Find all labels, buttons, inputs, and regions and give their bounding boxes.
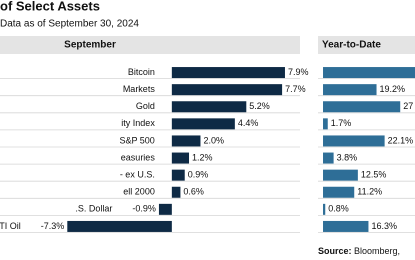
value-label: -7.3% — [41, 221, 65, 231]
value-label: 12.5% — [361, 170, 387, 180]
bar — [171, 67, 285, 79]
value-label: 7.7% — [285, 84, 306, 94]
value-label: 7.9% — [288, 67, 309, 77]
value-label: -0.9% — [132, 204, 156, 214]
panel-header: Year-to-Date — [322, 40, 381, 51]
source-label: Source: — [318, 246, 352, 256]
category-label: easuries — [121, 152, 156, 162]
bar — [171, 101, 247, 113]
source: Source: Bloomberg, — [318, 246, 400, 256]
chart-title: of Select Assets — [0, 0, 100, 13]
value-label: 0.8% — [328, 204, 349, 214]
value-label: 16.3% — [371, 221, 397, 231]
chart-subtitle: Data as of September 30, 2024 — [0, 19, 139, 30]
category-label: Bitcoin — [128, 67, 155, 77]
value-label: 5.2% — [249, 101, 270, 111]
category-label: .S. Dollar — [75, 204, 112, 214]
value-label: 0.9% — [188, 170, 209, 180]
value-label: 4.4% — [238, 118, 259, 128]
bar — [323, 67, 415, 79]
value-label: 1.2% — [192, 152, 213, 162]
value-label: 27 — [403, 101, 413, 111]
bar — [323, 186, 355, 198]
bar — [323, 169, 358, 181]
value-label: 2.0% — [203, 135, 224, 145]
category-label: ell 2000 — [123, 187, 155, 197]
value-label: 3.8% — [337, 152, 358, 162]
value-label: 1.7% — [331, 118, 352, 128]
value-label: 0.6% — [183, 187, 204, 197]
bar — [323, 203, 326, 215]
source-text: Bloomberg, — [354, 246, 400, 256]
bar — [323, 118, 328, 130]
bar — [171, 186, 181, 198]
bar — [323, 84, 377, 96]
bar — [323, 220, 369, 232]
bar — [171, 152, 190, 164]
category-label: - ex U.S. — [120, 170, 155, 180]
bar — [171, 169, 185, 181]
panel-header: September — [64, 40, 116, 51]
bar — [67, 220, 172, 232]
header-band — [0, 36, 300, 54]
value-label: 11.2% — [357, 187, 382, 197]
bar — [323, 135, 385, 147]
category-label: Markets — [123, 84, 156, 94]
category-label: S&P 500 — [119, 135, 154, 145]
value-label: 22.1% — [388, 135, 414, 145]
category-label: WTI Oil — [0, 221, 21, 231]
bar — [171, 135, 201, 147]
header-band — [318, 36, 415, 54]
bar — [171, 118, 235, 130]
value-label: 19.2% — [380, 84, 406, 94]
bar — [158, 203, 172, 215]
bar — [171, 84, 283, 96]
bar — [323, 152, 334, 164]
bar — [323, 101, 401, 113]
category-label: ity Index — [121, 118, 155, 128]
category-label: Gold — [136, 101, 155, 111]
